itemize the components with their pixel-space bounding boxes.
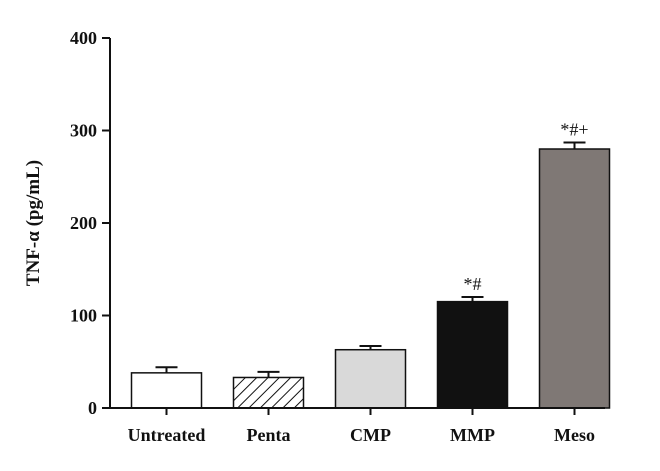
- bar-penta: [232, 376, 305, 409]
- x-tick-label-mmp: MMP: [450, 425, 495, 445]
- significance-annotation-mmp: *#: [464, 274, 482, 294]
- x-tick-label-meso: Meso: [554, 425, 595, 445]
- x-tick-label-untreated: Untreated: [128, 425, 206, 445]
- bars-layer: [130, 148, 611, 409]
- y-axis-label: TNF-α (pg/mL): [23, 160, 44, 286]
- bar-mmp: [436, 300, 509, 409]
- y-axis-ticks: 0 100 200 300 400: [70, 28, 110, 418]
- significance-annotation-meso: *#+: [560, 120, 588, 140]
- x-tick-label-cmp: CMP: [350, 425, 391, 445]
- y-tick-label-200: 200: [70, 213, 97, 233]
- y-tick-label-100: 100: [70, 306, 97, 326]
- x-tick-label-penta: Penta: [247, 425, 291, 445]
- bar-meso: [538, 148, 611, 409]
- bar-cmp: [334, 348, 407, 409]
- x-axis-ticks: Untreated Penta CMP MMP Meso: [128, 408, 595, 445]
- y-tick-label-300: 300: [70, 121, 97, 141]
- y-tick-label-0: 0: [88, 398, 97, 418]
- y-tick-label-400: 400: [70, 28, 97, 48]
- annotations-layer: *# *#+: [464, 120, 589, 294]
- error-bars-layer: [155, 141, 586, 378]
- bar-untreated: [130, 372, 203, 409]
